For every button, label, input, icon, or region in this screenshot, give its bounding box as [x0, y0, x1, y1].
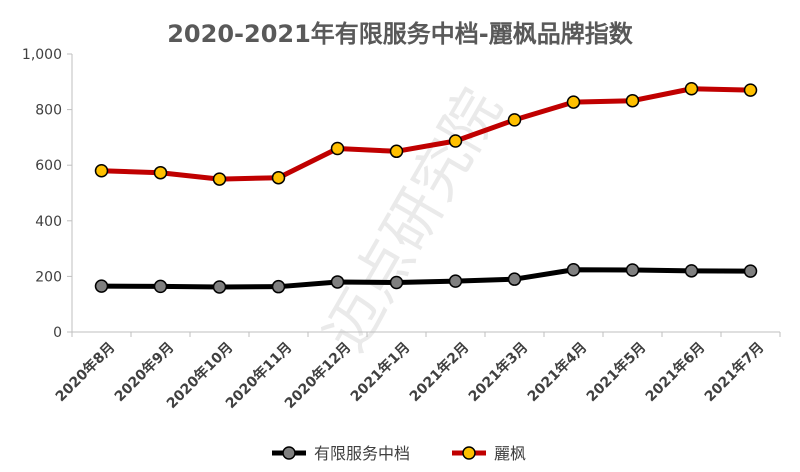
data-point: [212, 172, 227, 186]
x-tick-label: 2021年6月: [642, 339, 708, 405]
data-point: [566, 262, 581, 277]
series-line-0: [99, 267, 753, 290]
data-point: [94, 164, 109, 178]
data-point: [271, 279, 286, 294]
x-tick-label: 2021年3月: [465, 339, 531, 405]
x-tick-label: 2021年4月: [524, 339, 590, 405]
y-tick-label: 200: [35, 269, 62, 285]
data-point: [625, 93, 640, 108]
legend-label: 有限服务中档: [314, 444, 410, 463]
data-point: [389, 144, 404, 159]
x-tick-label: 2021年2月: [406, 339, 472, 405]
data-point: [743, 264, 758, 278]
data-point: [566, 95, 581, 109]
data-point: [507, 113, 522, 127]
legend-swatch-marker: [282, 446, 296, 460]
data-point: [389, 275, 404, 290]
x-tick-label: 2020年9月: [111, 339, 177, 405]
data-point: [684, 82, 699, 96]
data-point: [153, 279, 168, 294]
data-point: [330, 141, 345, 156]
data-point: [743, 83, 758, 97]
data-point: [212, 280, 227, 294]
y-tick-label: 600: [35, 158, 62, 174]
x-tick-label: 2021年7月: [701, 339, 767, 405]
data-point: [507, 272, 522, 286]
data-point: [448, 134, 463, 148]
data-point: [684, 264, 699, 278]
data-point: [153, 165, 168, 180]
series-line-1: [99, 86, 753, 182]
data-point: [625, 263, 640, 277]
y-tick-label: 400: [35, 214, 62, 230]
x-tick-label: 2021年5月: [583, 339, 649, 405]
legend-swatch-marker: [462, 446, 476, 460]
watermark: 迈点研究院: [311, 77, 515, 362]
chart-title: 2020-2021年有限服务中档-麗枫品牌指数: [167, 20, 634, 48]
data-point: [94, 279, 109, 293]
y-tick-label: 800: [35, 103, 62, 119]
data-point: [330, 275, 345, 289]
legend-label: 麗枫: [494, 444, 526, 463]
legend: 有限服务中档 麗枫: [272, 444, 526, 463]
y-tick-label: 0: [53, 325, 62, 341]
x-tick-label: 2020年8月: [52, 339, 118, 405]
data-point: [448, 274, 463, 288]
series-layer: [94, 82, 758, 294]
y-tick-label: 1,000: [22, 47, 62, 63]
data-point: [271, 170, 286, 185]
